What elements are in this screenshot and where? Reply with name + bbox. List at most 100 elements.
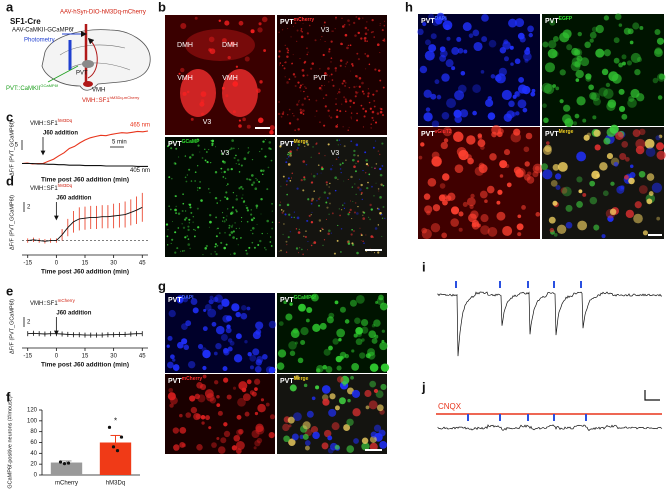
cell	[605, 82, 611, 88]
cell	[560, 187, 568, 194]
cell	[442, 173, 450, 181]
cell	[291, 172, 294, 175]
cell	[367, 165, 369, 167]
cell	[298, 303, 306, 312]
tile-name: PVT	[545, 18, 559, 25]
cell	[175, 147, 178, 150]
cell	[289, 150, 292, 153]
cell	[296, 40, 298, 43]
cell	[621, 54, 627, 60]
cell	[321, 166, 323, 169]
cell	[240, 217, 243, 219]
cell	[655, 135, 661, 141]
cell	[334, 28, 336, 30]
cell	[517, 232, 522, 237]
cell	[290, 216, 293, 219]
cell	[370, 123, 372, 125]
cell	[235, 311, 241, 318]
cell	[288, 424, 292, 428]
cell	[654, 29, 661, 35]
cell	[250, 209, 253, 211]
cell	[196, 207, 199, 210]
cell	[344, 85, 346, 87]
cell	[170, 242, 172, 245]
cell	[213, 296, 219, 303]
cell	[231, 139, 234, 142]
cell	[296, 29, 299, 32]
series-label: 405 nm	[130, 168, 150, 174]
cell	[379, 167, 382, 171]
cell	[591, 170, 600, 180]
cell	[289, 179, 292, 182]
cell	[361, 437, 369, 444]
cell	[357, 206, 359, 208]
cell	[360, 239, 362, 241]
cell	[278, 321, 284, 326]
cell	[216, 394, 220, 399]
cell	[326, 206, 329, 209]
tile-stain: GCaMP6f	[294, 295, 317, 301]
cell	[442, 20, 453, 31]
cell	[261, 16, 268, 23]
cell	[289, 302, 293, 306]
cell	[542, 169, 553, 180]
cell	[287, 163, 291, 166]
cell	[262, 173, 264, 176]
cell	[326, 74, 329, 76]
cell	[235, 65, 239, 68]
cell	[377, 208, 380, 211]
cell	[368, 63, 371, 66]
cell	[603, 49, 611, 57]
cell	[380, 363, 390, 372]
cell	[292, 25, 294, 27]
event-label: J60 addition	[56, 311, 91, 317]
cell	[228, 227, 230, 229]
cell	[340, 168, 342, 170]
cell	[255, 206, 258, 209]
cell	[321, 84, 323, 87]
cell	[232, 386, 237, 390]
cell	[324, 105, 327, 108]
cell	[576, 176, 583, 183]
cell	[357, 186, 360, 189]
cell	[222, 366, 228, 372]
cell	[234, 222, 236, 224]
cell	[375, 301, 379, 305]
cell	[454, 164, 464, 173]
cell	[246, 209, 250, 212]
cell	[340, 209, 343, 211]
cell	[244, 56, 250, 62]
cell	[379, 110, 383, 114]
cell	[288, 108, 291, 111]
cell	[200, 99, 205, 103]
x-tick-label: 30	[110, 261, 117, 267]
cell	[432, 204, 441, 212]
cell	[321, 385, 331, 394]
cell	[618, 88, 625, 95]
cell	[380, 213, 383, 216]
cell	[442, 126, 453, 137]
cell	[535, 212, 541, 217]
cell	[353, 21, 356, 25]
cell	[175, 140, 178, 143]
cell	[356, 112, 358, 115]
cell	[374, 167, 376, 169]
x-tick-label: -15	[23, 261, 32, 267]
cell	[242, 200, 246, 204]
cell	[371, 116, 374, 119]
cell	[366, 186, 369, 190]
cell	[332, 30, 334, 32]
cell	[374, 227, 378, 230]
cell	[423, 112, 433, 122]
cell	[188, 168, 191, 171]
cell	[236, 195, 238, 197]
cell	[358, 178, 361, 181]
cell	[182, 296, 189, 303]
cell	[548, 40, 557, 49]
cell	[306, 53, 309, 56]
cell	[508, 100, 515, 108]
cell	[283, 223, 285, 225]
cell	[265, 138, 267, 140]
cell	[342, 79, 346, 83]
tile-stain: Merge	[294, 376, 309, 382]
